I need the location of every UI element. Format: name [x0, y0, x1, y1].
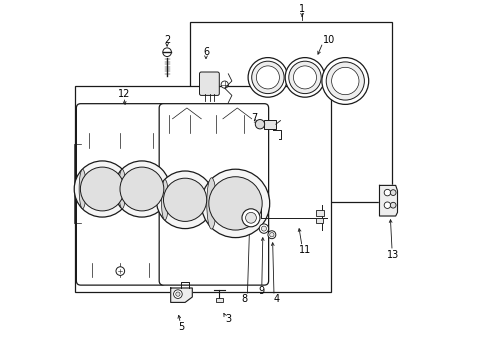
- Circle shape: [242, 209, 260, 227]
- FancyBboxPatch shape: [76, 104, 166, 285]
- Bar: [316, 218, 322, 223]
- Circle shape: [384, 202, 390, 208]
- Bar: [75, 86, 330, 292]
- Bar: [190, 22, 391, 202]
- Circle shape: [247, 58, 287, 97]
- Text: 4: 4: [273, 294, 279, 304]
- Circle shape: [285, 58, 324, 97]
- Circle shape: [331, 67, 358, 95]
- Circle shape: [384, 189, 390, 196]
- Circle shape: [175, 292, 180, 296]
- Circle shape: [255, 120, 264, 129]
- Bar: [316, 210, 323, 216]
- Text: 13: 13: [386, 250, 399, 260]
- Circle shape: [256, 66, 279, 89]
- Circle shape: [173, 290, 182, 298]
- Circle shape: [325, 62, 364, 100]
- Text: 3: 3: [225, 314, 231, 324]
- Circle shape: [251, 61, 284, 94]
- Circle shape: [114, 161, 170, 217]
- Circle shape: [288, 61, 321, 94]
- Text: 1: 1: [299, 4, 305, 14]
- Circle shape: [163, 48, 171, 57]
- Text: 9: 9: [258, 286, 264, 296]
- Circle shape: [259, 224, 268, 233]
- Ellipse shape: [79, 169, 86, 209]
- Text: 6: 6: [203, 47, 208, 57]
- Text: 12: 12: [118, 89, 130, 99]
- FancyBboxPatch shape: [159, 104, 268, 285]
- Text: 5: 5: [178, 321, 184, 332]
- Polygon shape: [379, 185, 397, 216]
- Circle shape: [267, 231, 275, 239]
- Circle shape: [389, 190, 395, 195]
- Ellipse shape: [206, 178, 216, 229]
- Text: 10: 10: [322, 35, 335, 45]
- Polygon shape: [170, 288, 192, 302]
- Circle shape: [74, 161, 130, 217]
- Circle shape: [163, 178, 206, 221]
- Circle shape: [221, 81, 228, 88]
- Text: 11: 11: [298, 245, 310, 255]
- Text: 7: 7: [250, 113, 257, 123]
- Circle shape: [321, 58, 368, 104]
- Circle shape: [116, 267, 124, 275]
- FancyBboxPatch shape: [199, 72, 219, 95]
- Circle shape: [156, 171, 213, 229]
- Ellipse shape: [161, 180, 168, 220]
- Circle shape: [208, 177, 262, 230]
- Circle shape: [201, 169, 269, 238]
- Circle shape: [261, 226, 266, 231]
- Text: 2: 2: [163, 35, 170, 45]
- Ellipse shape: [119, 169, 125, 209]
- Bar: [264, 120, 275, 129]
- Circle shape: [120, 167, 163, 211]
- Circle shape: [389, 202, 395, 208]
- Text: 8: 8: [241, 294, 247, 304]
- Circle shape: [245, 212, 256, 223]
- Circle shape: [80, 167, 124, 211]
- Circle shape: [293, 66, 316, 89]
- Bar: [215, 298, 223, 302]
- Circle shape: [269, 233, 273, 237]
